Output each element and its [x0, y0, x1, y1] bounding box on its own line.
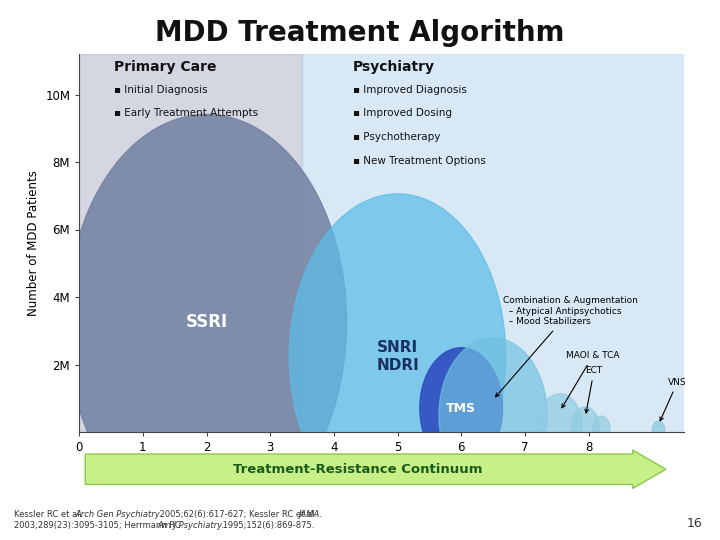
Ellipse shape: [538, 394, 582, 458]
Text: ▪ Improved Dosing: ▪ Improved Dosing: [353, 109, 452, 118]
Text: Treatment-Resistance Continuum: Treatment-Resistance Continuum: [233, 463, 482, 476]
Text: Am J Psychiatry.: Am J Psychiatry.: [157, 521, 224, 530]
Text: Primary Care: Primary Care: [114, 60, 217, 74]
Text: ▪ Initial Diagnosis: ▪ Initial Diagnosis: [114, 85, 208, 95]
Text: ▪ Psychotherapy: ▪ Psychotherapy: [353, 132, 441, 142]
Ellipse shape: [652, 421, 665, 440]
Text: MDD Treatment Algorithm: MDD Treatment Algorithm: [156, 19, 564, 47]
Text: SNRI
NDRI: SNRI NDRI: [376, 340, 419, 373]
Bar: [79, 54, 302, 432]
Ellipse shape: [289, 194, 505, 519]
Text: VNS: VNS: [660, 377, 687, 421]
Ellipse shape: [571, 407, 599, 449]
Text: 2003;289(23):3095-3105; Herrmann RC.: 2003;289(23):3095-3105; Herrmann RC.: [14, 521, 186, 530]
Text: MAOI & TCA: MAOI & TCA: [562, 351, 620, 408]
Text: Arch Gen Psychiatry.: Arch Gen Psychiatry.: [76, 510, 162, 519]
Text: ▪ New Treatment Options: ▪ New Treatment Options: [353, 156, 486, 166]
Bar: [302, 54, 684, 432]
Text: JAMA.: JAMA.: [299, 510, 323, 519]
Text: 1995;152(6):869-875.: 1995;152(6):869-875.: [220, 521, 314, 530]
Ellipse shape: [593, 416, 610, 443]
Text: TMS: TMS: [446, 402, 476, 415]
Text: ECT: ECT: [585, 366, 603, 413]
Y-axis label: Number of MDD Patients: Number of MDD Patients: [27, 170, 40, 316]
Text: ▪ Improved Diagnosis: ▪ Improved Diagnosis: [353, 85, 467, 95]
Text: Combination & Augmentation
  – Atypical Antipsychotics
  – Mood Stabilizers: Combination & Augmentation – Atypical An…: [495, 296, 637, 397]
Ellipse shape: [420, 348, 503, 469]
X-axis label: Failed Treatment Attempts in Current Episode: Failed Treatment Attempts in Current Epi…: [210, 460, 554, 472]
Text: 2005;62(6):617-627; Kessler RC et al.: 2005;62(6):617-627; Kessler RC et al.: [157, 510, 320, 519]
Text: 16: 16: [686, 517, 702, 530]
Text: Kessler RC et al.: Kessler RC et al.: [14, 510, 85, 519]
Text: SSRI: SSRI: [186, 313, 228, 332]
FancyArrow shape: [85, 450, 666, 489]
Ellipse shape: [66, 114, 346, 530]
Text: Psychiatry: Psychiatry: [353, 60, 435, 74]
Text: ▪ Early Treatment Attempts: ▪ Early Treatment Attempts: [114, 109, 258, 118]
Ellipse shape: [439, 338, 547, 493]
